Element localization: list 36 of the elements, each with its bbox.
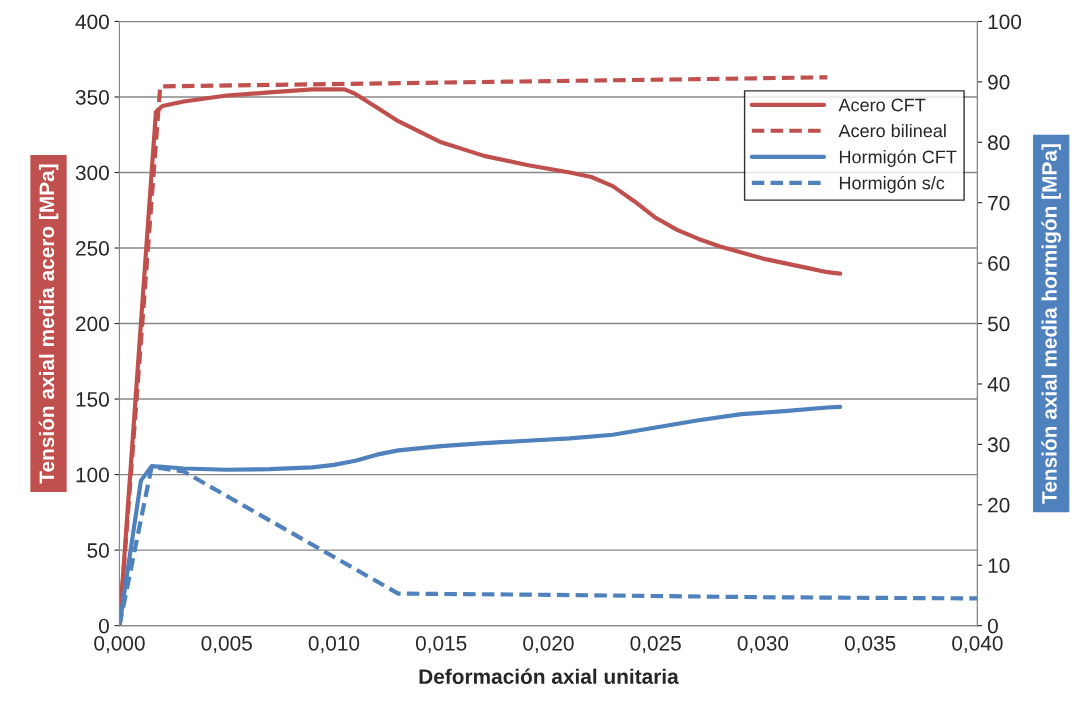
x-tick-label: 0,005 xyxy=(201,635,252,654)
x-tick-label: 0,020 xyxy=(523,635,574,654)
y-tick-label: 250 xyxy=(76,241,109,256)
y-tick-label: 0 xyxy=(98,618,109,634)
x-tick-label: 0,040 xyxy=(952,635,1003,654)
y2-axis-title: Tensión axial media hormigón [MPa] xyxy=(1041,144,1062,504)
y2-tick-label: 10 xyxy=(988,558,1010,573)
x-tick-label: 0,035 xyxy=(844,635,896,654)
y-tick-label: 400 xyxy=(75,14,109,30)
y-tick-label: 300 xyxy=(75,165,109,181)
y2-tick-label: 90 xyxy=(988,74,1010,90)
x-tick-label: 0,030 xyxy=(737,635,789,654)
y2-tick-label: 40 xyxy=(987,376,1010,392)
y-tick-label: 200 xyxy=(76,316,109,332)
y2-tick-label: 100 xyxy=(988,14,1022,30)
x-tick-label: 0,010 xyxy=(308,635,360,654)
y2-tick-label: 80 xyxy=(988,135,1010,151)
legend-label: Acero bilineal xyxy=(838,123,946,138)
legend-label: Hormigón s/c xyxy=(839,175,945,193)
y2-tick-label: 0 xyxy=(987,618,998,634)
x-tick-label: 0,015 xyxy=(415,635,467,654)
y2-tick-label: 20 xyxy=(988,497,1010,513)
y2-tick-label: 50 xyxy=(987,316,1010,332)
y-axis-title: Tensión axial media acero [MPa] xyxy=(38,164,59,484)
x-tick-label: 0,000 xyxy=(94,635,145,654)
legend-label: Acero CFT xyxy=(838,98,926,112)
y-tick-label: 50 xyxy=(87,543,109,558)
y-tick-label: 100 xyxy=(76,467,109,483)
x-axis-title: Deformación axial unitaria xyxy=(419,668,679,684)
y2-tick-label: 30 xyxy=(987,437,1010,453)
y-tick-label: 150 xyxy=(76,392,109,407)
y2-tick-label: 60 xyxy=(988,256,1010,271)
legend-label: Hormigón CFT xyxy=(839,149,957,167)
y2-tick-label: 70 xyxy=(988,195,1010,211)
x-tick-label: 0,025 xyxy=(630,635,681,654)
y-tick-label: 350 xyxy=(75,89,109,105)
